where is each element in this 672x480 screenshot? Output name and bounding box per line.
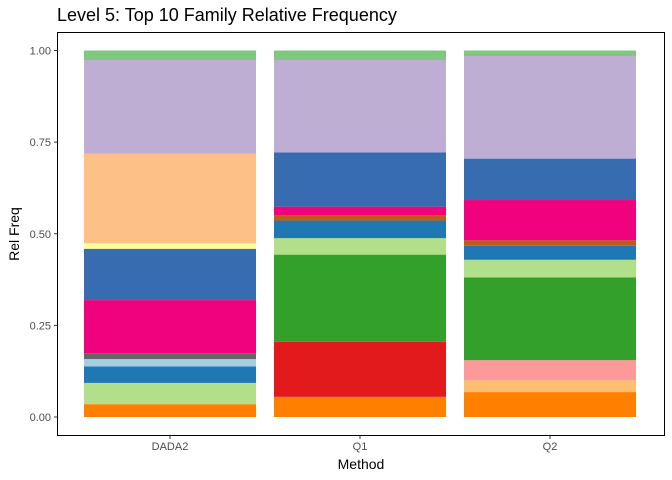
- bar-segment-q2-10: [464, 50, 636, 56]
- bar-segment-dada2-6: [84, 248, 256, 301]
- bar-segment-dada2-8: [84, 153, 256, 244]
- y-tick-label: 1.00: [30, 46, 51, 58]
- bar-segment-q1-4: [274, 220, 446, 239]
- bar-segment-q2-6: [464, 240, 636, 246]
- bar-segment-dada2-3: [84, 359, 256, 367]
- x-tick-label-q2: Q2: [543, 441, 558, 453]
- bar-segment-q2-3: [464, 277, 636, 361]
- bar-segment-q1-6: [274, 206, 446, 216]
- x-axis: DADA2 Q1 Q2: [152, 435, 558, 453]
- y-tick-label: 0.25: [30, 320, 51, 332]
- bar-segment-q2-0: [464, 392, 636, 417]
- x-axis-title: Method: [338, 456, 385, 472]
- y-tick-label: 0.50: [30, 229, 51, 241]
- y-tick-label: 0.75: [30, 137, 51, 149]
- bar-segment-dada2-2: [84, 366, 256, 383]
- bar-segment-q2-2: [464, 360, 636, 381]
- bar-segment-q2-1: [464, 380, 636, 393]
- bar-segment-q2-9: [464, 55, 636, 159]
- bar-segment-q2-7: [464, 200, 636, 241]
- x-tick-label-dada2: DADA2: [152, 441, 189, 453]
- bar-segment-dada2-7: [84, 243, 256, 249]
- bar-segment-dada2-1: [84, 382, 256, 405]
- y-axis-title: Rel Freq: [6, 207, 22, 261]
- bars-group: [84, 50, 636, 417]
- bar-segment-q2-5: [464, 245, 636, 260]
- bar-segment-q1-2: [274, 254, 446, 342]
- bar-segment-q1-7: [274, 152, 446, 207]
- bar-segment-dada2-5: [84, 300, 256, 354]
- bar-segment-q2-4: [464, 259, 636, 278]
- bar-segment-q1-8: [274, 60, 446, 153]
- bar-segment-dada2-10: [84, 50, 256, 61]
- y-tick-label: 0.00: [30, 412, 51, 424]
- chart-title: Level 5: Top 10 Family Relative Frequenc…: [57, 5, 397, 25]
- bar-segment-q1-5: [274, 215, 446, 221]
- bar-segment-q1-9: [274, 50, 446, 61]
- bar-segment-dada2-9: [84, 60, 256, 154]
- bar-segment-q1-1: [274, 341, 446, 397]
- bar-segment-dada2-0: [84, 404, 256, 417]
- y-axis: 0.00 0.25 0.50 0.75 1.00: [30, 46, 58, 424]
- bar-segment-q1-3: [274, 238, 446, 255]
- bar-segment-q2-8: [464, 158, 636, 201]
- x-tick-label-q1: Q1: [353, 441, 368, 453]
- bar-segment-dada2-4: [84, 353, 256, 360]
- bar-segment-q1-0: [274, 396, 446, 417]
